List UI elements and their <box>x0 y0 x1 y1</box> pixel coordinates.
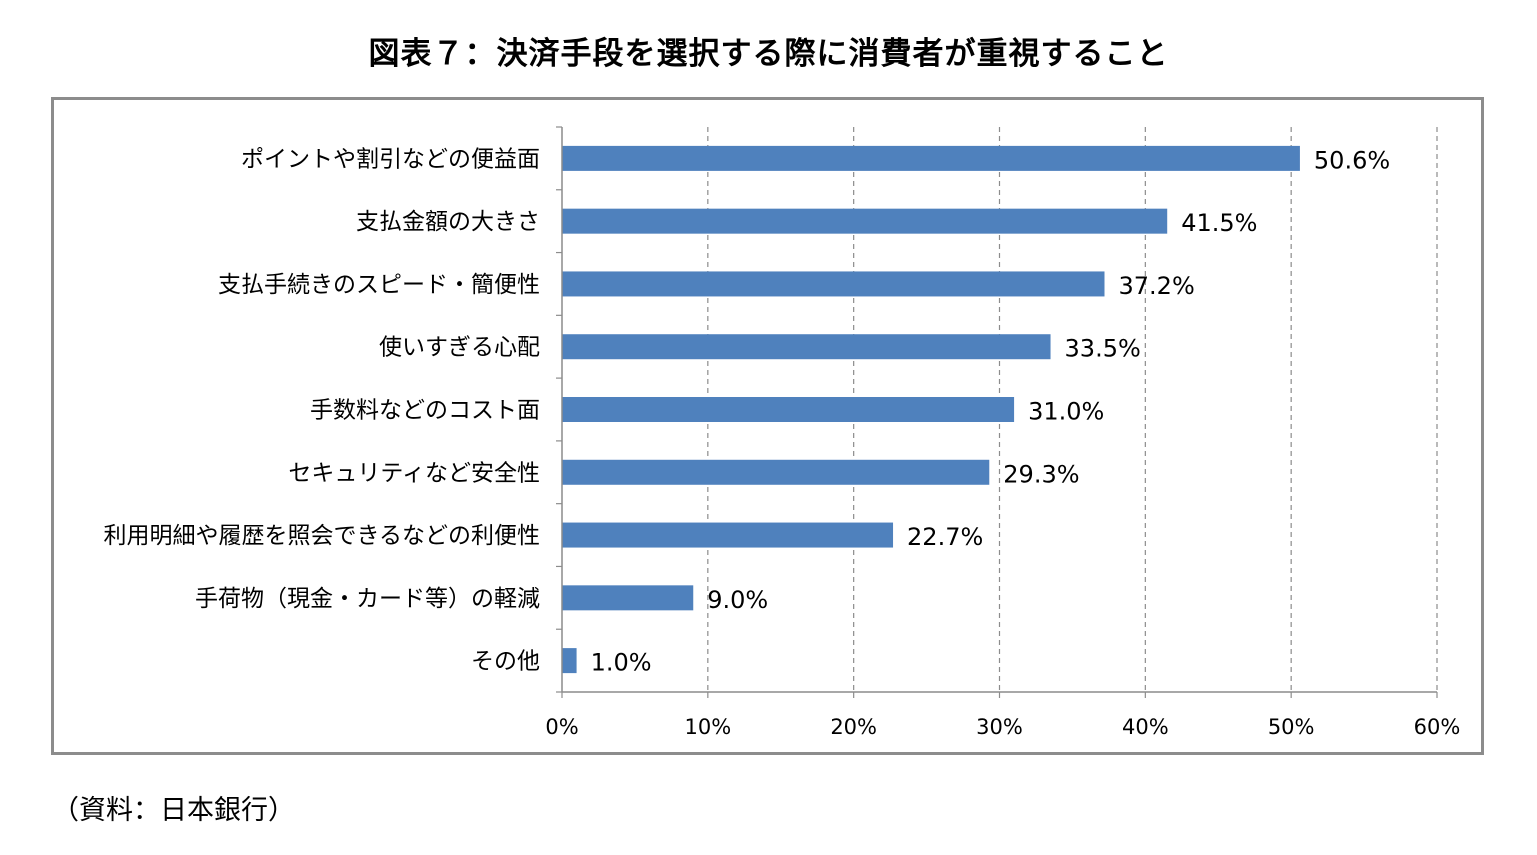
bar-6 <box>562 522 894 548</box>
x-tick-label-0: 0% <box>545 715 578 739</box>
category-label-3: 使いすぎる心配 <box>379 335 540 361</box>
bar-0 <box>562 145 1300 171</box>
bar-4 <box>562 397 1015 422</box>
x-tick-label-5: 50% <box>1268 715 1315 739</box>
category-label-1: 支払金額の大きさ <box>356 209 540 235</box>
x-tick-label-3: 30% <box>976 715 1023 739</box>
value-label-8: 1.0% <box>591 649 652 677</box>
category-label-4: 手数料などのコスト面 <box>310 398 540 424</box>
value-label-5: 29.3% <box>1003 460 1079 488</box>
bar-2 <box>562 271 1105 297</box>
value-labels: 50.6% 41.5% 37.2% 33.5% 31.0% 29.3% 22.7% 9.0% 1… <box>591 146 1391 676</box>
x-tick-labels: 0% 10% 20% 30% 40% 50% 60% <box>545 715 1460 739</box>
value-label-7: 9.0% <box>707 586 768 614</box>
value-label-4: 31.0% <box>1028 398 1104 426</box>
x-tick-label-1: 10% <box>684 715 731 739</box>
bar-3 <box>562 334 1051 360</box>
chart-frame <box>51 97 1484 755</box>
value-label-3: 33.5% <box>1065 335 1141 363</box>
category-label-5: セキュリティなど安全性 <box>288 460 540 486</box>
value-label-0: 50.6% <box>1314 146 1390 174</box>
bar-8 <box>562 648 577 674</box>
category-label-8: その他 <box>471 649 540 675</box>
bar-5 <box>562 459 990 485</box>
x-tick-label-6: 60% <box>1414 715 1461 739</box>
category-label-7: 手荷物（現金・カード等）の軽減 <box>195 586 540 612</box>
chart-title: 図表７：決済手段を選択する際に消費者が重視すること <box>368 36 1169 72</box>
value-label-1: 41.5% <box>1181 209 1257 237</box>
category-label-2: 支払手続きのスピード・簡便性 <box>218 272 540 298</box>
x-tick-label-2: 20% <box>830 715 877 739</box>
axes <box>556 126 1438 698</box>
value-label-2: 37.2% <box>1119 272 1195 300</box>
x-tick-label-4: 40% <box>1122 715 1169 739</box>
value-label-6: 22.7% <box>907 523 983 551</box>
bar-1 <box>562 208 1168 234</box>
source-note: （資料：日本銀行） <box>52 795 295 826</box>
bar-7 <box>562 585 694 611</box>
category-label-0: ポイントや割引などの便益面 <box>241 146 540 172</box>
bars <box>562 145 1300 674</box>
category-label-6: 利用明細や履歴を照会できるなどの利便性 <box>103 523 540 549</box>
category-labels: ポイントや割引などの便益面支払金額の大きさ支払手続きのスピード・簡便性使いすぎる… <box>103 146 540 674</box>
